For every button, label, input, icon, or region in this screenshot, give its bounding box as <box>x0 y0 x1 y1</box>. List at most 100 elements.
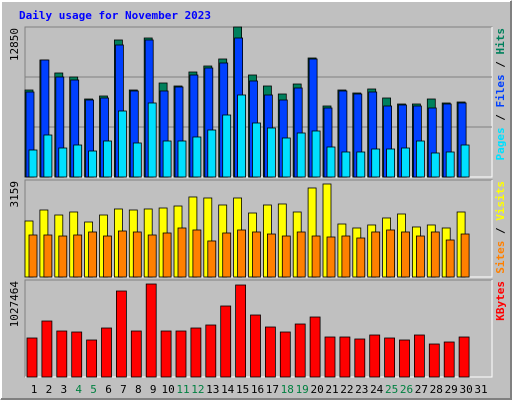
x-tick-label: 9 <box>150 383 157 396</box>
x-tick-label: 26 <box>400 383 413 396</box>
legend-entry: Files <box>494 74 507 107</box>
legend-entry: Visits <box>494 181 507 221</box>
bar <box>101 327 112 378</box>
bar <box>252 231 261 278</box>
bar <box>294 323 306 378</box>
x-tick-label: 20 <box>310 383 323 396</box>
x-tick-label: 5 <box>90 383 97 396</box>
bar <box>399 339 410 378</box>
x-tick-label: 14 <box>221 383 235 396</box>
bar <box>445 239 455 278</box>
bar <box>401 231 410 278</box>
bar <box>88 150 97 178</box>
bar <box>190 327 202 378</box>
bar <box>73 234 83 278</box>
x-tick-label: 22 <box>340 383 353 396</box>
x-tick-label: 24 <box>370 383 384 396</box>
bar <box>58 235 68 278</box>
bar <box>132 142 142 178</box>
bar <box>354 338 366 378</box>
bar <box>250 314 261 378</box>
x-tick-label: 25 <box>385 383 398 396</box>
bar <box>339 336 351 378</box>
legend-separator: / <box>494 221 507 241</box>
bar <box>145 283 157 378</box>
bar <box>311 235 321 278</box>
bar <box>266 233 276 278</box>
legend-entry: Hits <box>494 28 507 55</box>
bar <box>309 316 321 378</box>
x-tick-label: 4 <box>75 383 82 396</box>
bar <box>341 151 351 178</box>
bar <box>428 343 440 378</box>
bar <box>384 337 396 378</box>
bar <box>296 231 306 278</box>
bar <box>266 127 276 178</box>
x-tick-label: 1 <box>31 383 38 396</box>
bar <box>415 140 425 178</box>
x-tick-label: 2 <box>46 383 53 396</box>
bar <box>71 331 83 378</box>
bar <box>324 336 336 378</box>
legend-entry: Pages <box>494 127 507 160</box>
bar <box>162 140 172 178</box>
x-tick-label: 13 <box>206 383 219 396</box>
bar <box>130 330 142 378</box>
bar <box>281 137 291 178</box>
x-tick-label: 31 <box>474 383 487 396</box>
bar <box>147 234 157 278</box>
bar <box>237 94 247 178</box>
x-tick-label: 16 <box>251 383 264 396</box>
bar <box>386 148 396 178</box>
bar <box>43 234 53 278</box>
bar <box>103 235 112 278</box>
bar <box>443 341 455 378</box>
y-tick-label: 12850 <box>8 28 21 61</box>
y-tick-label: 1027464 <box>8 281 21 328</box>
bar <box>458 336 470 378</box>
x-tick-label: 7 <box>120 383 127 396</box>
bar <box>296 132 306 178</box>
bar <box>205 324 217 378</box>
x-tick-label: 6 <box>105 383 112 396</box>
bar <box>326 146 336 178</box>
bar <box>162 232 172 278</box>
x-tick-label: 19 <box>296 383 309 396</box>
bar <box>281 235 291 278</box>
bar <box>220 305 232 378</box>
bar <box>371 231 381 278</box>
bar <box>237 229 247 278</box>
legend: Pages / Files / Hits <box>494 28 507 161</box>
x-tick-label: 3 <box>60 383 67 396</box>
bar <box>413 334 425 378</box>
bar <box>177 140 187 178</box>
bar <box>58 147 68 178</box>
bar <box>311 130 321 178</box>
legend: KBytes <box>494 281 507 321</box>
x-tick-label: 11 <box>176 383 189 396</box>
bar <box>430 231 440 278</box>
x-tick-label: 23 <box>355 383 368 396</box>
bar <box>401 147 410 178</box>
bar <box>160 330 172 378</box>
bar <box>192 229 202 278</box>
bar <box>118 110 127 178</box>
x-tick-label: 21 <box>325 383 338 396</box>
x-tick-label: 18 <box>281 383 294 396</box>
bar <box>132 231 142 278</box>
bar <box>460 233 470 278</box>
bar <box>341 235 351 278</box>
bar <box>279 331 291 378</box>
bar <box>177 227 187 278</box>
legend-separator: / <box>494 55 507 75</box>
bar <box>445 151 455 178</box>
bar <box>43 134 53 178</box>
chart-title: Daily usage for November 2023 <box>19 9 211 22</box>
x-tick-label: 17 <box>266 383 279 396</box>
legend: Sites / Visits <box>494 181 507 274</box>
bar <box>371 148 381 178</box>
y-tick-label: 3159 <box>8 181 21 208</box>
bar <box>430 152 440 178</box>
bar <box>88 231 97 278</box>
